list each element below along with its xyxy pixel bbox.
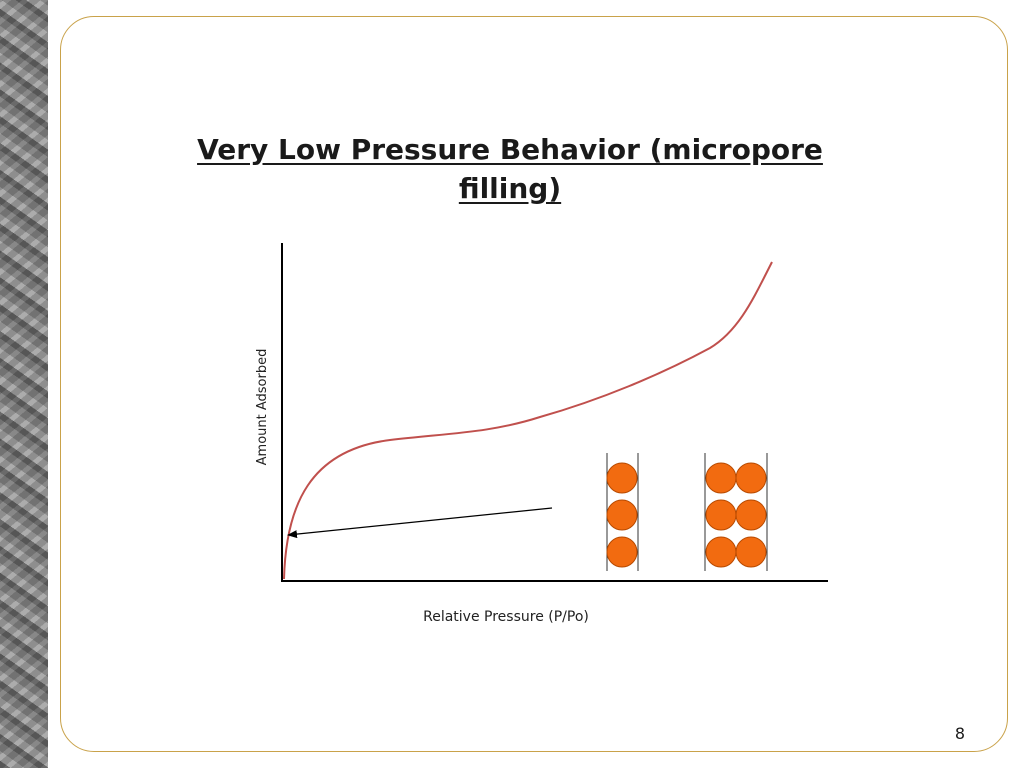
isotherm-diagram: Amount Adsorbed Relative Pressure (P/Po) <box>255 243 828 625</box>
adsorbate-molecule <box>735 536 767 568</box>
micropore-arrow <box>287 507 553 539</box>
page-number: 8 <box>954 724 966 743</box>
adsorbate-molecule <box>606 536 638 568</box>
x-axis-label: Relative Pressure (P/Po) <box>423 609 589 625</box>
adsorbate-molecule <box>705 462 737 494</box>
adsorbate-molecule <box>606 499 638 531</box>
adsorbate-molecule <box>735 462 767 494</box>
decorative-side-strip <box>0 0 48 768</box>
isotherm-curve <box>283 261 773 580</box>
y-axis-label: Amount Adsorbed <box>255 349 270 466</box>
slide-title: Very Low Pressure Behavior (micropore fi… <box>197 133 823 205</box>
single-pore <box>606 453 639 571</box>
adsorbate-molecule <box>606 462 638 494</box>
adsorbate-molecule <box>705 499 737 531</box>
adsorbate-molecule <box>735 499 767 531</box>
slide-frame <box>60 16 1008 752</box>
double-pore <box>704 453 768 571</box>
adsorbate-molecule <box>705 536 737 568</box>
